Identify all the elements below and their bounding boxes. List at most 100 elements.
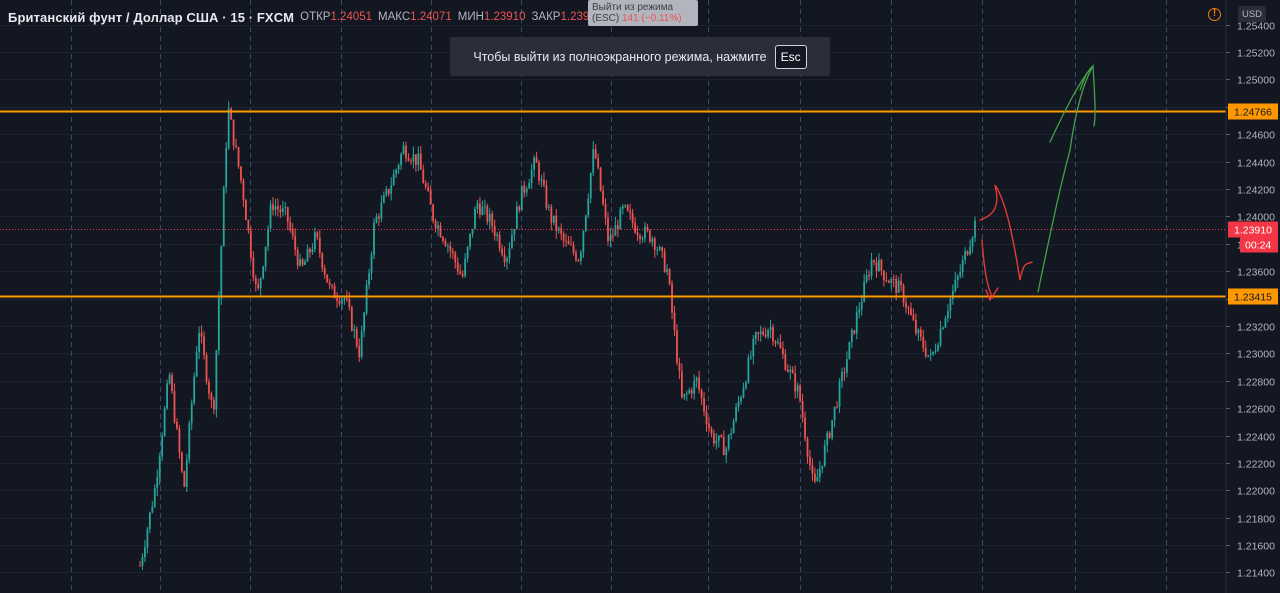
candle-body bbox=[203, 336, 205, 355]
candle-body bbox=[631, 213, 634, 223]
symbol-title[interactable]: Британский фунт / Доллар США · 15 · FXCM bbox=[8, 9, 295, 25]
candle-body bbox=[922, 336, 925, 348]
y-tick-label: 1.22800 bbox=[1237, 377, 1275, 389]
candle-body bbox=[242, 180, 245, 201]
candle-body bbox=[604, 204, 607, 218]
candle-body bbox=[193, 376, 196, 404]
candle-body bbox=[863, 281, 866, 302]
candle-body bbox=[269, 204, 272, 229]
candle-body bbox=[646, 226, 649, 231]
candle-body bbox=[732, 420, 735, 434]
candle-body bbox=[747, 357, 750, 383]
candle-body bbox=[481, 207, 484, 215]
candle-body bbox=[267, 228, 269, 247]
candle-body bbox=[892, 278, 895, 280]
candle-body bbox=[523, 185, 526, 193]
chart-legend: Британский фунт / Доллар США · 15 · FXCM… bbox=[8, 8, 602, 26]
candle-body bbox=[434, 220, 437, 229]
candle-body bbox=[683, 393, 686, 398]
candle-body bbox=[185, 459, 188, 487]
candle-body bbox=[422, 169, 425, 184]
candle-body bbox=[599, 167, 602, 191]
candle-body bbox=[927, 355, 930, 357]
candle-body bbox=[860, 301, 863, 310]
candle-body bbox=[602, 190, 604, 205]
candle-body bbox=[676, 330, 678, 363]
candle-body bbox=[163, 408, 166, 436]
y-tick-label: 1.25400 bbox=[1237, 21, 1275, 33]
candle-body bbox=[395, 169, 398, 175]
y-tick-label: 1.21600 bbox=[1237, 541, 1275, 553]
candle-body bbox=[545, 185, 548, 208]
candle-body bbox=[653, 238, 656, 250]
candle-body bbox=[905, 302, 907, 308]
candle-body bbox=[781, 348, 784, 355]
candle-body bbox=[804, 417, 806, 439]
candle-body bbox=[503, 254, 506, 262]
drawings[interactable] bbox=[979, 63, 1096, 302]
candle-body bbox=[454, 253, 457, 263]
candle-body bbox=[309, 248, 311, 253]
candle-body bbox=[171, 375, 173, 392]
candle-body bbox=[777, 342, 779, 344]
candle-body bbox=[609, 235, 612, 242]
warning-icon[interactable]: ! bbox=[1208, 8, 1221, 21]
candle-body bbox=[390, 185, 393, 194]
candle-body bbox=[947, 311, 949, 319]
candle-body bbox=[937, 345, 939, 351]
candle-body bbox=[560, 228, 563, 234]
candle-body bbox=[215, 350, 218, 410]
candle-body bbox=[900, 280, 903, 286]
y-tick-label: 1.22200 bbox=[1237, 459, 1275, 471]
candle-body bbox=[245, 200, 247, 221]
candle-body bbox=[146, 529, 149, 548]
level-price-badge bbox=[1228, 103, 1278, 120]
candle-body bbox=[779, 342, 782, 349]
candle-body bbox=[373, 222, 375, 255]
candle-body bbox=[264, 246, 267, 267]
candle-body bbox=[572, 244, 575, 253]
candle-body bbox=[902, 285, 905, 303]
candle-body bbox=[833, 406, 836, 421]
candle-body bbox=[153, 488, 156, 507]
candle-body bbox=[318, 237, 321, 254]
candle-body bbox=[195, 352, 198, 377]
candle-body bbox=[424, 183, 427, 188]
candle-body bbox=[407, 158, 410, 161]
candle-body bbox=[969, 246, 971, 255]
y-tick-label: 1.23200 bbox=[1237, 322, 1275, 334]
horizontal-levels[interactable] bbox=[0, 110, 1226, 298]
candle-body bbox=[313, 232, 316, 250]
candle-body bbox=[525, 188, 528, 193]
candle-body bbox=[587, 198, 590, 216]
price-axis[interactable]: 1.254001.252001.250001.248001.246001.244… bbox=[1225, 0, 1280, 593]
candle-body bbox=[498, 234, 501, 249]
candle-body bbox=[656, 249, 659, 251]
currency-button[interactable]: USD bbox=[1238, 6, 1266, 22]
candle-body bbox=[506, 258, 508, 262]
candle-body bbox=[907, 307, 910, 309]
esc-key[interactable]: Esc bbox=[774, 44, 807, 69]
candle-body bbox=[156, 477, 159, 489]
candle-body bbox=[323, 267, 326, 275]
candle-body bbox=[813, 473, 816, 482]
candle-body bbox=[658, 247, 661, 250]
tooltip-line-2: (ESC) bbox=[592, 13, 620, 24]
candle-body bbox=[579, 252, 582, 261]
candle-body bbox=[530, 169, 533, 184]
candle-body bbox=[880, 259, 883, 271]
candle-body bbox=[875, 261, 878, 272]
red-arrow-drawing[interactable] bbox=[979, 184, 1033, 302]
candle-body bbox=[626, 205, 629, 211]
candle-body bbox=[939, 328, 942, 346]
candle-body bbox=[799, 385, 802, 402]
candle-body bbox=[259, 277, 262, 289]
candle-body bbox=[378, 216, 380, 219]
green-arrow-drawing[interactable] bbox=[1037, 63, 1096, 293]
candle-body bbox=[735, 407, 737, 421]
candle-body bbox=[392, 174, 395, 186]
candle-body bbox=[944, 318, 947, 328]
candle-body bbox=[232, 119, 235, 146]
y-tick-label: 1.23000 bbox=[1237, 349, 1275, 361]
